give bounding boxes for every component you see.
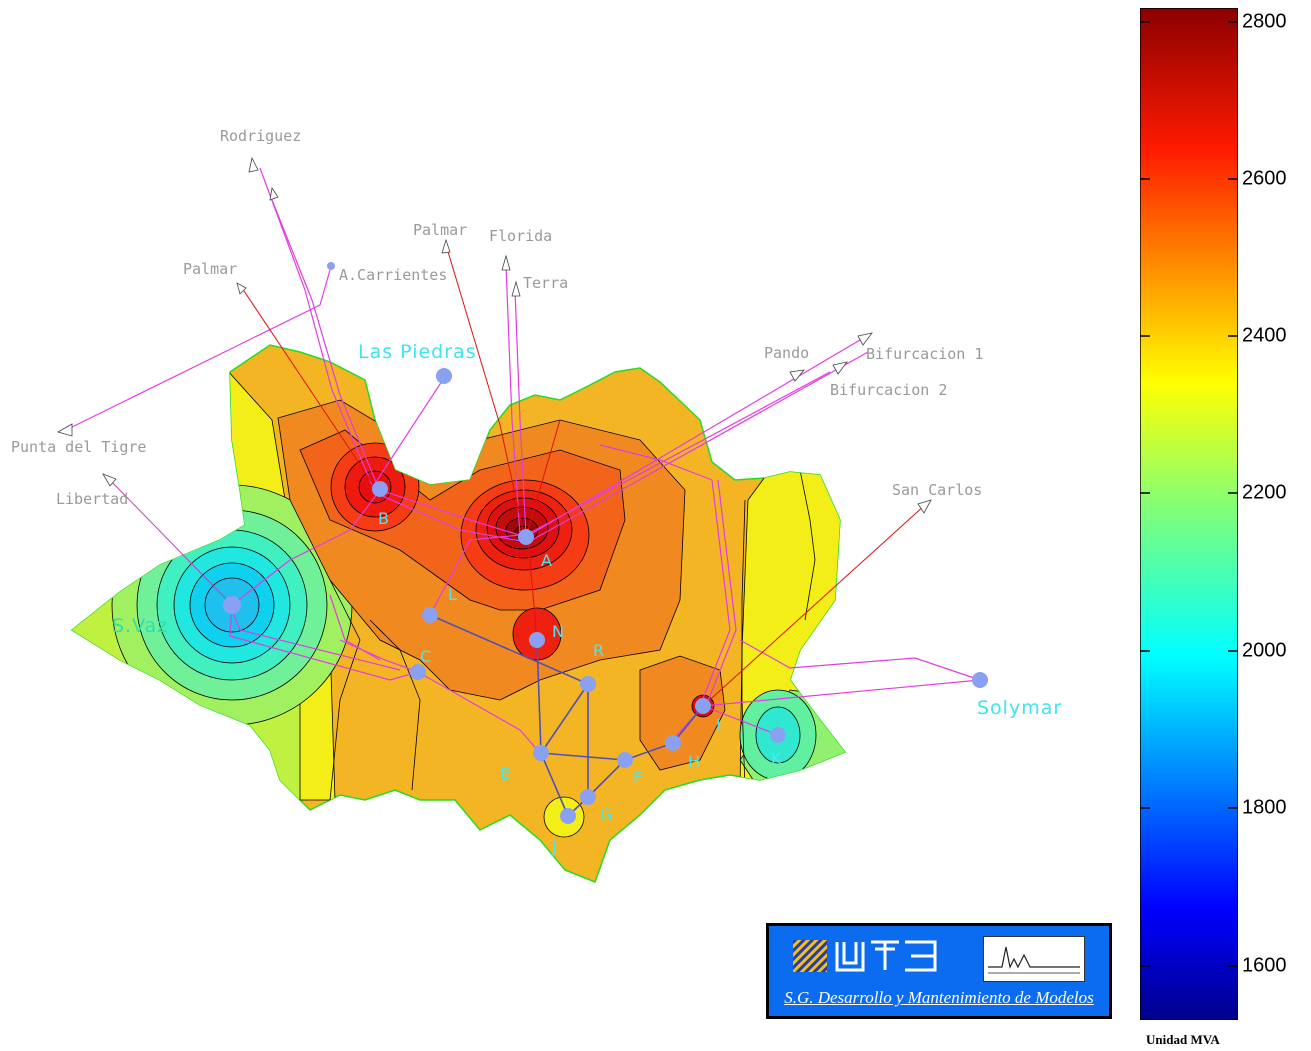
node-svaz[interactable] [223,596,241,614]
label-bifurcacion-1: Bifurcacion 1 [866,345,983,363]
contour-band-orange-h [639,655,726,771]
label-terra: Terra [523,274,568,292]
node-f[interactable] [617,752,633,768]
label-node-a: A [541,551,552,570]
substation-nodes [223,368,988,824]
logo-caption: S.G. Desarrollo y Mantenimiento de Model… [784,988,1094,1007]
label-libertad: Libertad [56,490,128,508]
colorbar [1140,8,1238,1020]
node-r[interactable] [580,676,596,692]
node-solymar[interactable] [972,672,988,688]
colorbar-tick-label: 2000 [1242,639,1287,662]
label-node-h: H [688,752,700,771]
colorbar-tick-label: 2400 [1242,324,1287,347]
label-punta-del-tigre: Punta del Tigre [11,438,146,456]
colorbar-tick-label: 2600 [1242,167,1287,190]
node-las-piedras[interactable] [436,368,452,384]
label-s-vaz: S.Vaz [112,615,168,637]
label-node-n: N [552,622,564,641]
node-a[interactable] [518,529,534,545]
node-c[interactable] [410,664,426,680]
colorbar-tick-label: 1800 [1242,796,1287,819]
node-n[interactable] [529,632,545,648]
label-a-carrientes: A.Carrientes [339,266,447,284]
libertad-line [107,477,233,606]
label-pando: Pando [764,344,809,362]
node-e[interactable] [533,745,549,761]
node-l[interactable] [422,607,438,623]
label-node-g: G [600,805,612,824]
colorbar-tick-label: 2200 [1242,481,1287,504]
label-florida: Florida [489,227,552,245]
colorbar-tick-label: 2800 [1242,10,1287,33]
label-node-f: F [633,768,642,787]
a-carrientes-node [327,262,335,270]
label-node-k: K [771,749,782,768]
magenta-lines [65,167,981,754]
label-node-i: I [716,715,721,734]
arrowheads [56,156,932,514]
label-node-c: C [420,647,431,666]
label-node-e: E [500,764,510,783]
label-node-j: J [551,837,557,856]
label-palmar-1: Palmar [183,260,237,278]
signature-logo [983,936,1085,982]
node-h[interactable] [665,735,681,751]
label-palmar-2: Palmar [413,221,467,239]
node-j[interactable] [560,808,576,824]
label-node-b: B [378,509,389,528]
label-node-l: L [448,585,457,604]
label-solymar: Solymar [977,697,1062,719]
label-node-r: R [593,641,604,660]
label-bifurcacion-2: Bifurcacion 2 [830,381,947,399]
node-b[interactable] [372,481,388,497]
label-san-carlos: San Carlos [892,481,982,499]
ute-logo [793,940,937,972]
node-k[interactable] [770,727,786,743]
label-las-piedras: Las Piedras [358,341,477,363]
colorbar-unit-label: Unidad MVA [1146,1032,1220,1047]
colorbar-tick-label: 1600 [1242,954,1287,977]
red-lines [239,244,926,707]
logo-panel: S.G. Desarrollo y Mantenimiento de Model… [766,923,1112,1019]
node-g[interactable] [580,789,596,805]
contour-map: Rodriguez Palmar Palmar Florida Terra A.… [11,127,1062,883]
label-rodriguez: Rodriguez [220,127,301,145]
node-i[interactable] [695,698,711,714]
